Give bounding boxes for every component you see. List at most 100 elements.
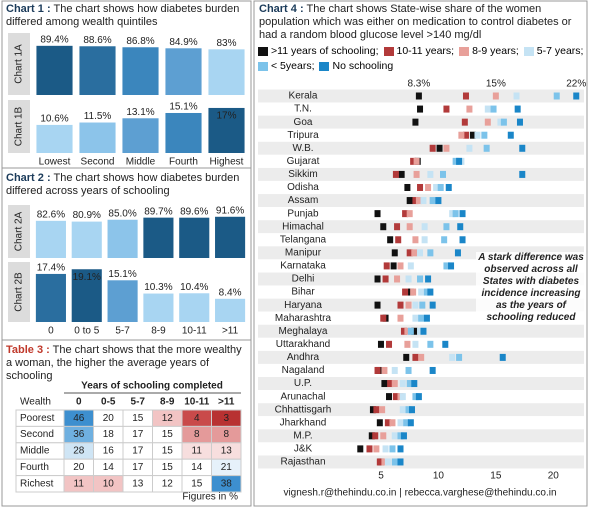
x-tick-label: 15 (490, 471, 502, 482)
legend-item: No schooling (319, 59, 393, 74)
category-label: Kerala (289, 91, 318, 102)
dot (366, 445, 373, 453)
cell-value: 3 (223, 413, 229, 424)
row-label: Middle (20, 446, 50, 457)
chart-title: Chart 4 : The chart shows State-wise sha… (259, 3, 585, 42)
dot (412, 314, 419, 322)
dot (433, 183, 440, 191)
row-label: Richest (20, 478, 54, 489)
cell-value: 4 (194, 413, 200, 424)
dot (507, 131, 514, 139)
dot (425, 183, 432, 191)
dot (395, 236, 402, 244)
category-label: Andhra (287, 352, 320, 363)
dot (445, 183, 452, 191)
dot (429, 144, 436, 152)
dot (490, 105, 497, 113)
row-band (258, 233, 584, 247)
dot (399, 393, 406, 401)
dot (429, 301, 436, 309)
bar (35, 220, 66, 258)
dot (481, 131, 488, 139)
dot (417, 275, 424, 283)
dot (397, 314, 404, 322)
category-label: Karnataka (280, 261, 326, 272)
dot (404, 183, 411, 191)
panel-label: Chart 1A (14, 44, 25, 84)
dot (412, 118, 419, 126)
category-label: Delhi (292, 274, 315, 285)
dot (410, 288, 417, 296)
dot (404, 340, 411, 348)
dot (397, 458, 404, 466)
bar (35, 273, 66, 322)
cell-value: 38 (221, 478, 233, 489)
dot (441, 236, 448, 244)
legend-item: >11 years of schooling; (258, 44, 379, 59)
legend-item: 10-11 years; (383, 44, 455, 59)
value-label: 83% (216, 38, 236, 49)
cell-value: 8 (194, 429, 200, 440)
annotation-label: 22% (566, 79, 586, 90)
category-label: Manipur (285, 247, 322, 258)
panel-label-box (8, 205, 30, 258)
category-label: T.N. (294, 104, 312, 115)
chart-title-text: The chart shows how diabetes burden diff… (6, 172, 240, 197)
value-label: 86.8% (126, 36, 154, 47)
dot (406, 223, 413, 231)
dot (379, 406, 386, 414)
value-label: 82.6% (37, 209, 65, 220)
cell-value: 46 (73, 413, 85, 424)
panel-label: Chart 2B (14, 272, 25, 312)
dot (553, 92, 560, 100)
bar (143, 217, 174, 258)
row-band (258, 337, 584, 351)
value-label: 13.1% (126, 107, 154, 118)
panel-label-box (8, 100, 30, 153)
dot (415, 197, 422, 205)
cell-value: 13 (132, 478, 144, 489)
dot (412, 301, 419, 309)
table-group-header: Years of schooling completed (81, 381, 223, 392)
chart-title: Chart 2 : The chart shows how diabetes b… (6, 172, 250, 198)
x-tick-label: >11 (222, 326, 239, 337)
x-tick-label: 10-11 (182, 326, 207, 337)
legend-swatch (258, 47, 268, 56)
dot (405, 301, 412, 309)
column-header: 5-7 (131, 397, 146, 408)
chart-title: Chart 1 : The chart shows how diabetes b… (6, 3, 250, 29)
annotation-label: 8.3% (407, 79, 430, 90)
dot (397, 262, 404, 270)
left-frame (1, 0, 252, 507)
dot (381, 380, 388, 388)
dot (412, 340, 419, 348)
legend-label: 10-11 years; (396, 45, 455, 57)
cell-value: 10 (103, 478, 115, 489)
dot (374, 301, 381, 309)
bar (179, 293, 210, 322)
dot (461, 118, 468, 126)
dot (415, 92, 422, 100)
value-label: 84.9% (169, 37, 197, 48)
dot (497, 118, 504, 126)
dot (449, 353, 456, 361)
legend-item: < 5years; (258, 59, 314, 74)
row-band (258, 455, 584, 469)
cell-value: 15 (162, 429, 174, 440)
dot (413, 170, 420, 178)
category-label: Sikkim (288, 169, 317, 180)
value-label: 10.3% (144, 282, 172, 293)
dot (462, 92, 469, 100)
footer: vignesh.r@thehindu.co.in | rebecca.vargh… (283, 488, 556, 499)
x-tick-label: 8-9 (151, 326, 166, 337)
dot (381, 458, 388, 466)
category-label: M.P. (293, 430, 312, 441)
dot (406, 210, 413, 218)
cell-value: 17 (132, 446, 144, 457)
dot (458, 131, 465, 139)
dot (374, 210, 381, 218)
bar (79, 46, 116, 95)
dot (418, 288, 425, 296)
x-tick-label: Fourth (169, 157, 198, 168)
dot (437, 183, 444, 191)
